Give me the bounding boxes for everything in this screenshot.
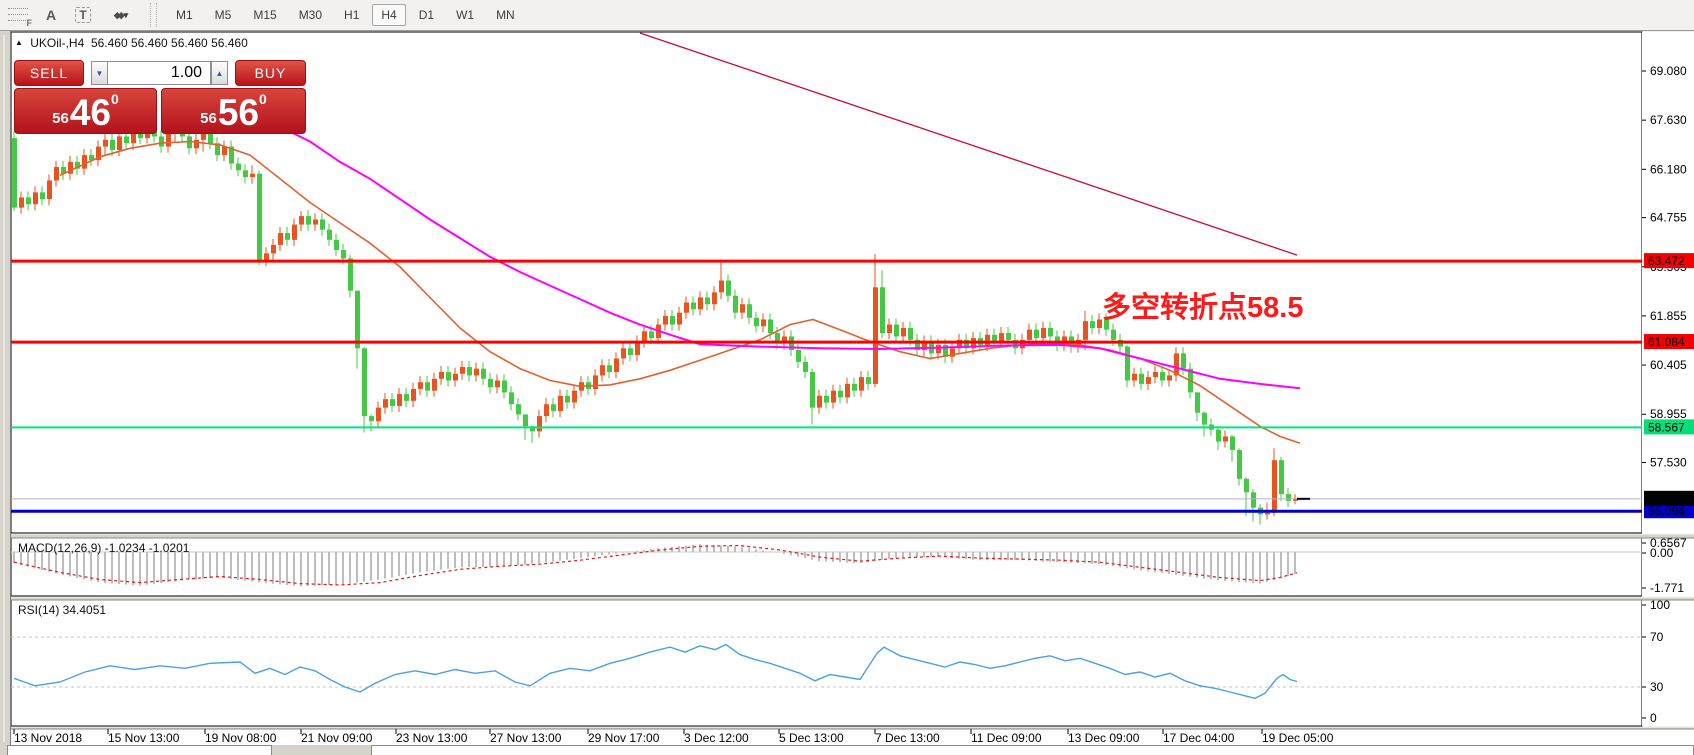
- ask-price-panel[interactable]: 56 56 0: [161, 88, 306, 134]
- svg-text:56.094: 56.094: [1648, 504, 1685, 518]
- chart-annotation-text: 多空转折点58.5: [1102, 292, 1304, 324]
- tf-w1-button[interactable]: W1: [456, 8, 475, 22]
- rsi-line: [13, 643, 1298, 700]
- svg-text:5 Dec 13:00: 5 Dec 13:00: [779, 731, 844, 745]
- svg-text:58.567: 58.567: [1648, 420, 1685, 434]
- text-label-tool-icon[interactable]: A: [45, 7, 57, 23]
- toolbar: F A T ◆◆ ▾ M1 M5 M15 M30 H1 H4 D1 W1 MN: [0, 0, 1694, 31]
- svg-text:0.6567: 0.6567: [1650, 536, 1687, 550]
- svg-text:3 Dec 12:00: 3 Dec 12:00: [684, 731, 749, 745]
- svg-text:61.084: 61.084: [1648, 335, 1685, 349]
- tf-h4-button[interactable]: H4: [372, 4, 406, 26]
- tf-m5-button[interactable]: M5: [214, 8, 232, 22]
- svg-text:29 Nov 17:00: 29 Nov 17:00: [588, 731, 660, 745]
- svg-text:66.180: 66.180: [1650, 162, 1687, 176]
- svg-text:19 Nov 08:00: 19 Nov 08:00: [205, 731, 277, 745]
- tf-m15-button[interactable]: M15: [253, 8, 277, 22]
- svg-text:0.00: 0.00: [1650, 546, 1674, 560]
- tf-d1-button[interactable]: D1: [418, 8, 435, 22]
- chart-title: ▲ UKOil-,H4 56.460 56.460 56.460 56.460: [15, 36, 248, 50]
- svg-text:15 Nov 13:00: 15 Nov 13:00: [108, 731, 180, 745]
- svg-text:17 Dec 04:00: 17 Dec 04:00: [1163, 731, 1235, 745]
- svg-text:13 Dec 09:00: 13 Dec 09:00: [1068, 731, 1140, 745]
- svg-text:100: 100: [1650, 598, 1670, 612]
- svg-text:27 Nov 13:00: 27 Nov 13:00: [490, 731, 562, 745]
- sell-button[interactable]: SELL: [14, 60, 84, 86]
- volume-decrease-button[interactable]: ▼: [91, 61, 108, 85]
- svg-text:57.530: 57.530: [1650, 456, 1687, 470]
- tf-m1-button[interactable]: M1: [176, 8, 193, 22]
- macd-signal-line: [13, 544, 1298, 586]
- svg-text:67.630: 67.630: [1650, 113, 1687, 127]
- window-left-edge: [0, 31, 11, 746]
- toolbar-separator: [150, 3, 157, 27]
- svg-text:7 Dec 13:00: 7 Dec 13:00: [875, 731, 940, 745]
- tf-mn-button[interactable]: MN: [496, 8, 515, 22]
- svg-text:63.472: 63.472: [1648, 254, 1685, 268]
- shapes-tool-icon[interactable]: ◆◆ ▾: [113, 9, 129, 20]
- volume-increase-button[interactable]: ▲: [211, 61, 228, 85]
- time-axis: 13 Nov 2018 15 Nov 13:00 19 Nov 08:00 21 No…: [13, 729, 1334, 745]
- chart-tab-1[interactable]: [7, 745, 272, 755]
- svg-text:60.405: 60.405: [1650, 358, 1687, 372]
- rsi-label: RSI(14) 34.4051: [18, 603, 107, 617]
- svg-text:-1.771: -1.771: [1650, 581, 1684, 595]
- ohlc-values: 56.460 56.460 56.460 56.460: [90, 36, 248, 50]
- bid-price-panel[interactable]: 56 46 0: [14, 88, 157, 134]
- svg-text:13 Nov 2018: 13 Nov 2018: [14, 731, 82, 745]
- chevron-down-icon: ▾: [123, 9, 129, 20]
- volume-input[interactable]: [107, 61, 211, 85]
- chart-tab-bar: [0, 745, 1694, 755]
- svg-text:70: 70: [1650, 630, 1664, 644]
- svg-text:58.955: 58.955: [1650, 407, 1687, 421]
- price-axis: 69.08067.63066.18064.75563.30561.85560.4…: [1642, 64, 1694, 725]
- fibonacci-tool-icon[interactable]: F: [6, 3, 32, 28]
- svg-text:23 Nov 13:00: 23 Nov 13:00: [396, 731, 468, 745]
- svg-text:11 Dec 09:00: 11 Dec 09:00: [971, 731, 1042, 745]
- svg-text:61.855: 61.855: [1650, 309, 1687, 323]
- svg-text:19 Dec 05:00: 19 Dec 05:00: [1262, 731, 1334, 745]
- text-box-tool-icon[interactable]: T: [70, 3, 96, 27]
- tf-h1-button[interactable]: H1: [344, 8, 360, 22]
- svg-text:0: 0: [1650, 711, 1657, 725]
- svg-text:69.080: 69.080: [1650, 64, 1687, 78]
- svg-text:21 Nov 09:00: 21 Nov 09:00: [301, 731, 373, 745]
- symbol-period-label: UKOil-,H4: [30, 36, 85, 50]
- tf-m30-button[interactable]: M30: [298, 8, 323, 22]
- macd-label: MACD(12,26,9) -1.0234 -1.0201: [18, 541, 190, 555]
- svg-text:64.755: 64.755: [1650, 211, 1687, 225]
- one-click-trading-panel: SELL ▼ ▲ BUY 56 46 0 56 56 0: [14, 60, 306, 134]
- svg-text:30: 30: [1650, 680, 1664, 694]
- chart-tab-2[interactable]: [371, 745, 1694, 755]
- expand-triangle-icon[interactable]: ▲: [15, 38, 23, 47]
- svg-text:56.460: 56.460: [1648, 492, 1685, 506]
- buy-button[interactable]: BUY: [235, 60, 306, 86]
